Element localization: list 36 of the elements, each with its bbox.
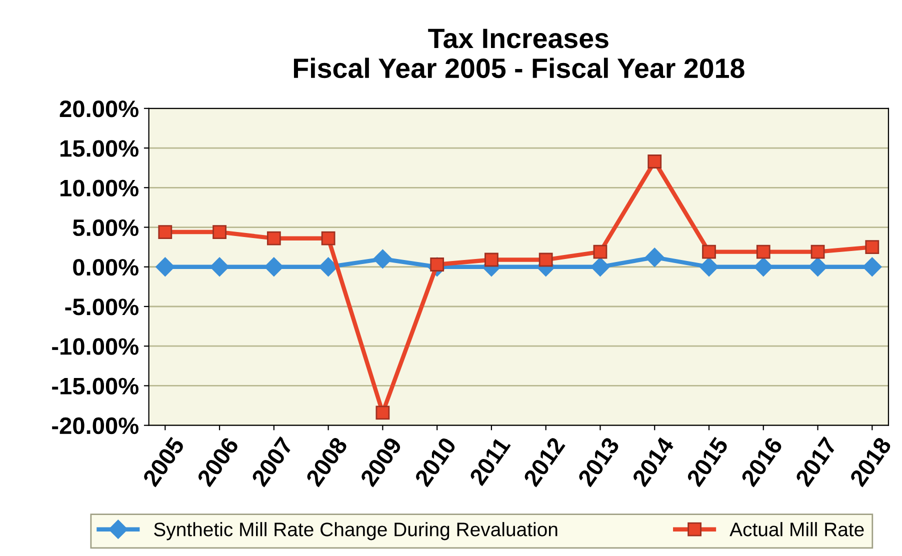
y-tick-label: 5.00% — [72, 219, 138, 236]
point — [318, 257, 338, 276]
point — [484, 252, 498, 267]
chart-title: Tax Increases Fiscal Year 2005 - Fiscal Year 2018 — [294, 28, 744, 78]
y-tick-label: -5.00% — [65, 298, 138, 316]
point — [538, 252, 553, 267]
point — [756, 244, 770, 259]
point — [590, 257, 610, 276]
point — [373, 249, 392, 268]
y-tick-label: 15.00% — [60, 140, 138, 157]
y-tick-label: -10.00% — [52, 338, 138, 355]
y-tick-label: 0.00% — [73, 258, 138, 276]
point — [699, 257, 719, 276]
point — [648, 154, 662, 168]
point — [754, 257, 773, 276]
legend-label: Actual Mill Rate — [730, 522, 864, 536]
point — [702, 244, 716, 259]
point — [862, 257, 882, 276]
point — [212, 225, 226, 239]
point — [321, 231, 336, 246]
y-tick-label: -20.00% — [52, 417, 138, 434]
y-tick-label: -15.00% — [52, 378, 138, 395]
point — [865, 240, 880, 254]
legend-label: Synthetic Mill Rate Change During Revaluation — [154, 522, 558, 540]
point — [266, 231, 281, 246]
point — [808, 257, 828, 276]
point — [264, 257, 284, 276]
point — [810, 244, 825, 259]
point — [376, 406, 390, 420]
point — [645, 248, 664, 267]
y-tick-label: 20.00% — [60, 100, 138, 118]
point — [158, 225, 172, 239]
point — [156, 257, 175, 276]
y-tick-label: 10.00% — [60, 180, 138, 196]
point — [593, 244, 608, 259]
point — [210, 257, 230, 276]
